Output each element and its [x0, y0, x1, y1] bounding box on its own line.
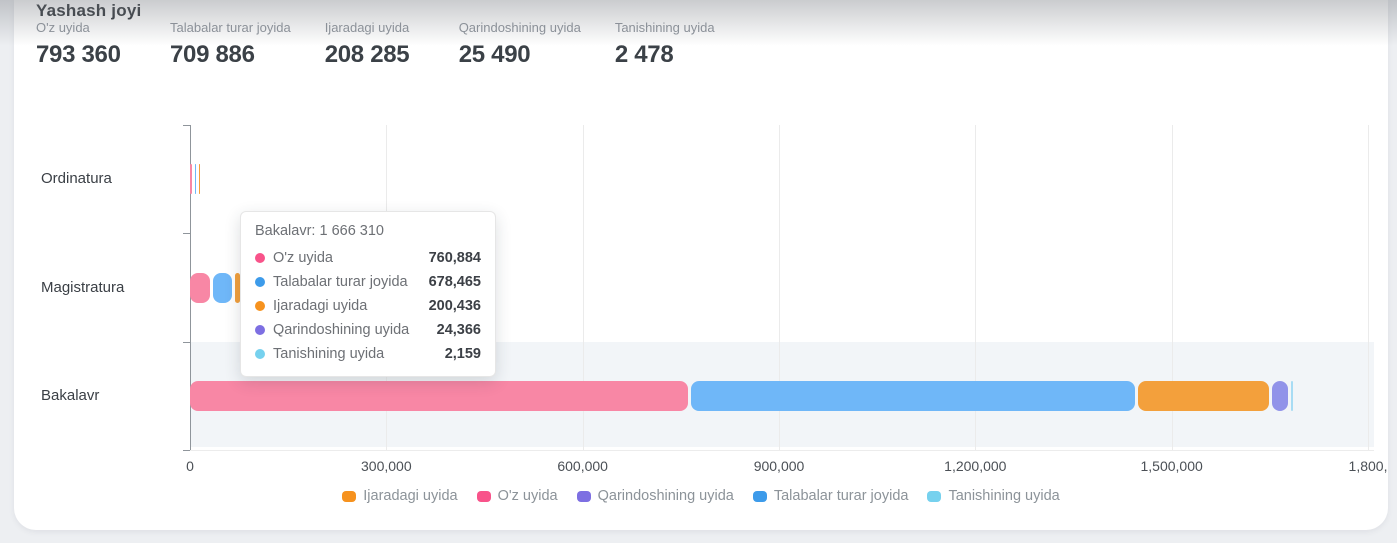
legend-label: O'z uyida: [497, 488, 558, 504]
legend-item[interactable]: O'z uyida: [476, 488, 558, 504]
series-color-dot-icon: [255, 349, 265, 359]
gridline: [1368, 125, 1369, 450]
tooltip-row: O'z uyida 760,884: [255, 246, 481, 270]
tooltip-series-value: 24,366: [436, 322, 481, 338]
stacked-bar-chart: Ordinatura Magistratura Bakalavr 0 300,000 60…: [14, 0, 1388, 530]
tooltip-series-value: 678,465: [428, 274, 481, 290]
tooltip-row: Tanishining uyida 2,159: [255, 342, 481, 366]
stat-value: 709 886: [170, 41, 255, 68]
legend-item[interactable]: Ijaradagi uyida: [342, 488, 458, 504]
bar-segment[interactable]: [1291, 380, 1293, 411]
tooltip-row: Talabalar turar joyida 678,465: [255, 270, 481, 294]
tooltip-row: Ijaradagi uyida 200,436: [255, 294, 481, 318]
legend-item[interactable]: Qarindoshining uyida: [576, 488, 734, 504]
series-color-dot-icon: [255, 277, 265, 287]
summary-stats: O'z uyida 793 360 Talabalar turar joyida 70…: [36, 20, 715, 69]
stat-block: Tanishining uyida 2 478: [615, 20, 715, 69]
stat-block: Qarindoshining uyida 25 490: [459, 20, 581, 69]
bar-segment[interactable]: [690, 380, 1135, 411]
x-axis-tick-label: 0: [186, 458, 194, 474]
tooltip-title: Bakalavr: 1 666 310: [255, 223, 384, 239]
tooltip-rows: O'z uyida 760,884 Talabalar turar joyida 67…: [255, 246, 481, 366]
x-axis-tick-label: 600,000: [557, 458, 608, 474]
y-axis-category-label: Ordinatura: [41, 170, 112, 188]
x-axis-tick-label: 900,000: [753, 458, 805, 474]
tooltip-series-label: Talabalar turar joyida: [273, 274, 408, 290]
y-axis-category-label: Magistratura: [41, 278, 125, 296]
stat-value: 2 478: [614, 41, 674, 68]
stat-value: 793 360: [36, 41, 121, 68]
legend-marker-icon: [342, 490, 357, 502]
legend-label: Qarindoshining uyida: [597, 488, 734, 504]
chart-legend: Ijaradagi uyida O'z uyida Qarindoshining u…: [14, 488, 1388, 504]
gridline: [975, 125, 977, 450]
y-axis-tick: [183, 125, 190, 126]
x-axis-line: [190, 450, 1374, 451]
bar-segment[interactable]: [190, 380, 688, 411]
x-axis-tick-label: 1,200,000: [944, 458, 1007, 474]
x-axis-tick-label: 1,800,: [1348, 458, 1388, 474]
stat-label: Qarindoshining uyida: [458, 20, 581, 35]
bar-segment[interactable]: [198, 164, 200, 195]
gridline: [582, 125, 584, 450]
legend-item[interactable]: Talabalar turar joyida: [752, 488, 909, 504]
tooltip-series-value: 2,159: [444, 346, 481, 362]
legend-label: Ijaradagi uyida: [363, 488, 458, 504]
tooltip-series-label: O'z uyida: [273, 250, 333, 266]
bar-segment[interactable]: [234, 272, 240, 303]
bar-segment[interactable]: [190, 164, 192, 195]
stat-label: O'z uyida: [36, 20, 90, 35]
bar-segment[interactable]: [194, 164, 196, 195]
chart-tooltip: Bakalavr: 1 666 310 O'z uyida 760,884 Tala…: [240, 211, 496, 377]
stat-value: 25 490: [458, 41, 531, 68]
x-axis-tick-label: 300,000: [361, 458, 412, 474]
legend-item[interactable]: Tanishining uyida: [927, 488, 1060, 504]
legend-label: Tanishining uyida: [948, 488, 1060, 504]
bar-segment[interactable]: [212, 272, 232, 303]
bar-segment[interactable]: [1272, 380, 1289, 411]
x-axis-tick-label: 1,500,000: [1140, 458, 1203, 474]
tooltip-row: Qarindoshining uyida 24,366: [255, 318, 481, 342]
series-color-dot-icon: [255, 325, 265, 335]
stat-label: Tanishining uyida: [614, 20, 715, 35]
tooltip-series-value: 200,436: [428, 298, 481, 314]
gridline: [1171, 125, 1173, 450]
stat-label: Ijaradagi uyida: [324, 20, 410, 35]
gridline: [779, 125, 780, 450]
y-axis-category-label: Bakalavr: [41, 386, 100, 404]
legend-marker-icon: [927, 490, 942, 502]
stat-block: Ijaradagi uyida 208 285: [325, 20, 425, 69]
y-axis-tick: [183, 233, 190, 235]
stat-block: Talabalar turar joyida 709 886: [170, 20, 291, 69]
page-title: Yashash joyi: [36, 1, 142, 20]
legend-marker-icon: [752, 490, 767, 502]
legend-marker-icon: [576, 490, 591, 502]
stat-label: Talabalar turar joyida: [170, 20, 291, 35]
legend-label: Talabalar turar joyida: [773, 488, 909, 504]
stats-chart-card: Yashash joyi O'z uyida 793 360 Talabalar t…: [14, 0, 1388, 530]
bar-segment[interactable]: [190, 272, 210, 303]
bar-segment[interactable]: [1137, 380, 1270, 411]
y-axis-tick: [183, 341, 190, 343]
tooltip-series-value: 760,884: [428, 250, 481, 266]
y-axis-tick: [183, 450, 190, 451]
tooltip-series-label: Tanishining uyida: [273, 346, 385, 362]
stat-block: O'z uyida 793 360: [36, 20, 136, 69]
stat-value: 208 285: [324, 41, 410, 68]
series-color-dot-icon: [255, 253, 265, 263]
legend-marker-icon: [476, 490, 491, 502]
tooltip-series-label: Ijaradagi uyida: [273, 298, 368, 314]
series-color-dot-icon: [255, 301, 265, 311]
tooltip-series-label: Qarindoshining uyida: [273, 322, 410, 338]
